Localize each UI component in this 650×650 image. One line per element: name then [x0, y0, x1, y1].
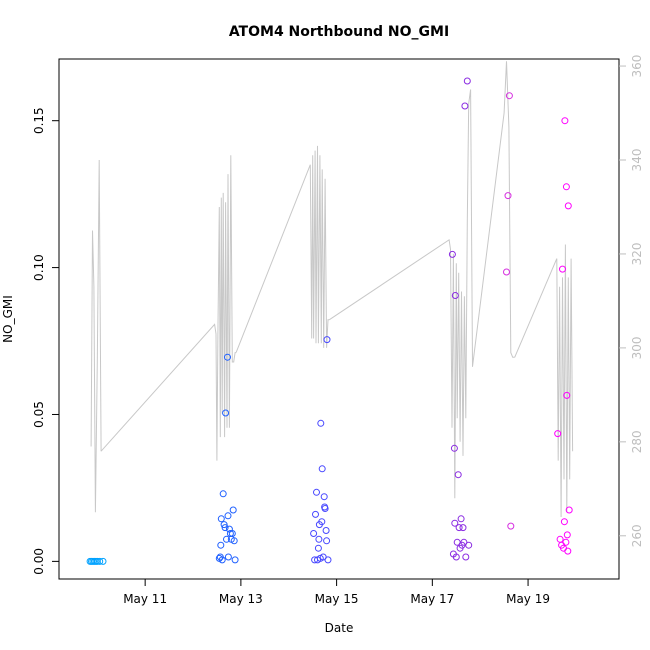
data-point	[228, 530, 236, 537]
y-axis-label: NO_GMI	[1, 295, 15, 343]
data-point	[315, 535, 323, 543]
data-point	[554, 430, 562, 438]
data-point	[219, 490, 227, 498]
data-point	[563, 531, 571, 539]
data-point	[461, 102, 469, 110]
x-tick-label: May 19	[506, 592, 550, 606]
x-axis: May 11 May 13 May 15 May 17 May 19	[123, 579, 550, 606]
y-tick-label: 0.10	[32, 254, 46, 281]
track-line	[514, 244, 574, 518]
data-point	[320, 493, 328, 501]
data-point	[221, 524, 229, 532]
y2-tick-label: 360	[630, 55, 644, 78]
y2-tick-label: 340	[630, 149, 644, 172]
data-point	[222, 409, 230, 417]
data-point	[463, 77, 471, 85]
data-point	[565, 506, 573, 514]
data-point	[322, 527, 330, 534]
data-point	[457, 515, 465, 523]
track-line	[100, 155, 237, 461]
data-point	[450, 444, 458, 452]
data-point	[455, 524, 463, 532]
data-point	[459, 524, 467, 532]
data-point	[217, 515, 225, 523]
data-point	[318, 518, 326, 526]
y-tick-label: 0.00	[32, 548, 46, 575]
data-point	[452, 553, 460, 561]
data-point	[224, 553, 232, 561]
x-tick-label: May 11	[123, 592, 167, 606]
chart-title: ATOM4 Northbound NO_GMI	[229, 24, 449, 40]
data-point	[559, 265, 566, 273]
x-tick-label: May 17	[410, 592, 454, 606]
data-point	[231, 556, 239, 564]
data-points	[86, 77, 573, 565]
data-point	[323, 537, 331, 545]
data-point	[99, 557, 107, 565]
data-point	[562, 183, 570, 191]
data-point	[562, 538, 570, 546]
data-point	[220, 521, 228, 529]
data-point	[317, 419, 325, 427]
data-point	[217, 541, 225, 549]
y-axis: 0.00 0.05 0.10 0.15	[32, 107, 59, 575]
data-point	[561, 117, 569, 125]
data-point	[323, 336, 331, 344]
data-point	[454, 471, 462, 479]
data-point	[564, 202, 572, 210]
data-point	[314, 544, 322, 552]
x-tick-label: May 15	[315, 592, 359, 606]
data-point	[224, 353, 231, 361]
data-point	[507, 522, 515, 530]
data-point	[230, 537, 238, 545]
y2-tick-label: 260	[630, 524, 644, 547]
track-lines	[90, 61, 574, 518]
data-point	[224, 512, 232, 520]
data-point	[465, 541, 473, 549]
data-point	[218, 556, 226, 564]
data-point	[321, 505, 329, 512]
x-axis-label: Date	[325, 621, 354, 635]
data-point	[223, 535, 230, 543]
data-point	[96, 557, 104, 565]
y2-axis: 260 280 300 320 340 360	[619, 55, 644, 547]
data-point	[448, 250, 456, 258]
data-point	[451, 519, 459, 527]
track-line	[472, 61, 515, 367]
data-point	[505, 92, 513, 100]
data-point	[318, 465, 326, 473]
data-point	[503, 268, 510, 276]
data-point	[504, 192, 512, 200]
plot-frame	[58, 58, 620, 580]
data-point	[563, 391, 571, 399]
y-tick-label: 0.05	[32, 401, 46, 428]
y2-tick-label: 320	[630, 242, 644, 265]
y2-tick-label: 300	[630, 336, 644, 359]
y-tick-label: 0.15	[32, 107, 46, 134]
x-tick-label: May 13	[219, 592, 263, 606]
track-line	[235, 145, 330, 353]
data-point	[324, 556, 332, 564]
data-point	[564, 547, 572, 555]
data-point	[560, 518, 568, 526]
y2-tick-label: 280	[630, 430, 644, 453]
track-line	[329, 89, 473, 499]
data-point	[451, 292, 459, 299]
data-point	[310, 530, 318, 537]
data-point	[229, 506, 237, 514]
data-point	[313, 488, 320, 496]
data-point	[556, 535, 564, 543]
track-line	[90, 159, 102, 513]
data-point	[462, 553, 470, 561]
data-point	[312, 510, 319, 518]
